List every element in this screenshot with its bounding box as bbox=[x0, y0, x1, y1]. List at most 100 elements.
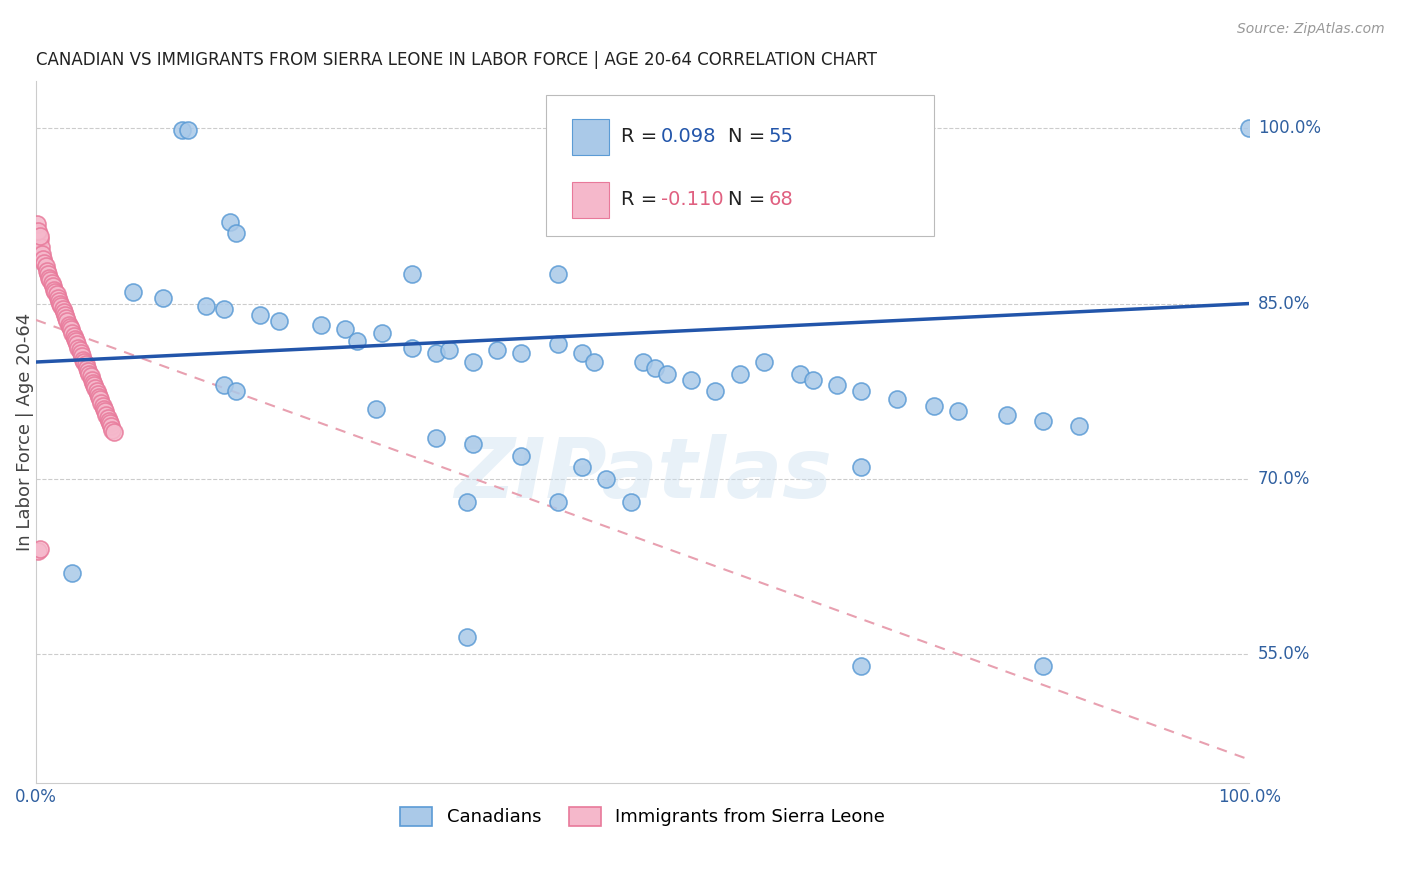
Point bbox=[728, 367, 751, 381]
Point bbox=[65, 334, 87, 348]
Point bbox=[644, 360, 666, 375]
Point bbox=[60, 322, 83, 336]
Point bbox=[510, 449, 533, 463]
Point bbox=[42, 279, 65, 293]
Point bbox=[655, 367, 678, 381]
Point bbox=[83, 378, 105, 392]
Point bbox=[52, 302, 75, 317]
Text: 68: 68 bbox=[769, 190, 793, 209]
Point bbox=[100, 419, 122, 434]
Point bbox=[93, 401, 115, 416]
FancyBboxPatch shape bbox=[572, 182, 609, 219]
Text: ZIPatlas: ZIPatlas bbox=[454, 434, 831, 515]
Point bbox=[801, 373, 824, 387]
FancyBboxPatch shape bbox=[572, 119, 609, 155]
Point bbox=[486, 343, 509, 358]
Point bbox=[27, 227, 49, 241]
Point bbox=[681, 373, 703, 387]
Point bbox=[849, 384, 872, 399]
Point bbox=[56, 314, 79, 328]
Point bbox=[547, 495, 569, 509]
Point bbox=[44, 283, 66, 297]
Point bbox=[1239, 121, 1261, 136]
Point bbox=[79, 369, 101, 384]
Text: R =: R = bbox=[621, 127, 664, 145]
Text: 85.0%: 85.0% bbox=[1258, 294, 1310, 312]
Point bbox=[28, 232, 51, 246]
Point bbox=[225, 227, 247, 241]
Point bbox=[31, 247, 53, 261]
Point bbox=[1032, 659, 1054, 673]
Point bbox=[60, 326, 83, 340]
Point bbox=[461, 437, 484, 451]
Point bbox=[35, 264, 58, 278]
Text: CANADIAN VS IMMIGRANTS FROM SIERRA LEONE IN LABOR FORCE | AGE 20-64 CORRELATION : CANADIAN VS IMMIGRANTS FROM SIERRA LEONE… bbox=[37, 51, 877, 69]
Point bbox=[401, 341, 423, 355]
Point bbox=[456, 495, 478, 509]
Point bbox=[34, 259, 56, 273]
Point bbox=[69, 343, 91, 358]
Point bbox=[103, 425, 125, 440]
Text: 0.098: 0.098 bbox=[661, 127, 716, 145]
Text: 55: 55 bbox=[769, 127, 794, 145]
Point bbox=[76, 360, 98, 375]
Point bbox=[46, 291, 69, 305]
Point bbox=[82, 376, 104, 390]
Point bbox=[886, 392, 908, 407]
Point bbox=[79, 367, 101, 381]
Text: -0.110: -0.110 bbox=[661, 190, 724, 209]
Point bbox=[41, 276, 63, 290]
Point bbox=[547, 268, 569, 282]
Point bbox=[90, 396, 112, 410]
Point bbox=[995, 408, 1018, 422]
Point bbox=[249, 308, 271, 322]
Point bbox=[66, 337, 89, 351]
Point bbox=[170, 123, 193, 137]
Point bbox=[922, 400, 945, 414]
Point bbox=[52, 304, 75, 318]
Text: N =: N = bbox=[727, 127, 770, 145]
Point bbox=[45, 287, 67, 301]
Point bbox=[63, 332, 86, 346]
Point bbox=[425, 345, 447, 359]
Point bbox=[212, 378, 235, 392]
Point bbox=[631, 355, 654, 369]
Point bbox=[28, 542, 51, 557]
Point bbox=[32, 252, 55, 266]
Point bbox=[27, 544, 49, 558]
Y-axis label: In Labor Force | Age 20-64: In Labor Force | Age 20-64 bbox=[15, 313, 34, 551]
Point bbox=[704, 384, 727, 399]
Point bbox=[461, 355, 484, 369]
Point bbox=[547, 337, 569, 351]
Point bbox=[67, 341, 90, 355]
Point bbox=[346, 334, 368, 348]
Point bbox=[91, 400, 114, 414]
Point bbox=[86, 384, 108, 399]
FancyBboxPatch shape bbox=[546, 95, 934, 235]
Point bbox=[38, 270, 60, 285]
Text: Source: ZipAtlas.com: Source: ZipAtlas.com bbox=[1237, 22, 1385, 37]
Point bbox=[789, 367, 811, 381]
Point bbox=[619, 495, 641, 509]
Point bbox=[571, 460, 593, 475]
Text: N =: N = bbox=[727, 190, 770, 209]
Point bbox=[51, 299, 73, 313]
Point bbox=[97, 413, 120, 427]
Point bbox=[371, 326, 394, 340]
Point bbox=[946, 404, 969, 418]
Point bbox=[401, 268, 423, 282]
Point bbox=[309, 318, 332, 332]
Point bbox=[58, 318, 80, 332]
Point bbox=[73, 355, 96, 369]
Point bbox=[101, 423, 124, 437]
Point bbox=[62, 329, 84, 343]
Point bbox=[87, 390, 110, 404]
Point bbox=[75, 357, 97, 371]
Point bbox=[60, 566, 83, 580]
Point bbox=[37, 268, 59, 282]
Point bbox=[70, 349, 93, 363]
Point bbox=[267, 314, 290, 328]
Point bbox=[1069, 419, 1091, 434]
Point bbox=[89, 392, 111, 407]
Point bbox=[77, 364, 100, 378]
